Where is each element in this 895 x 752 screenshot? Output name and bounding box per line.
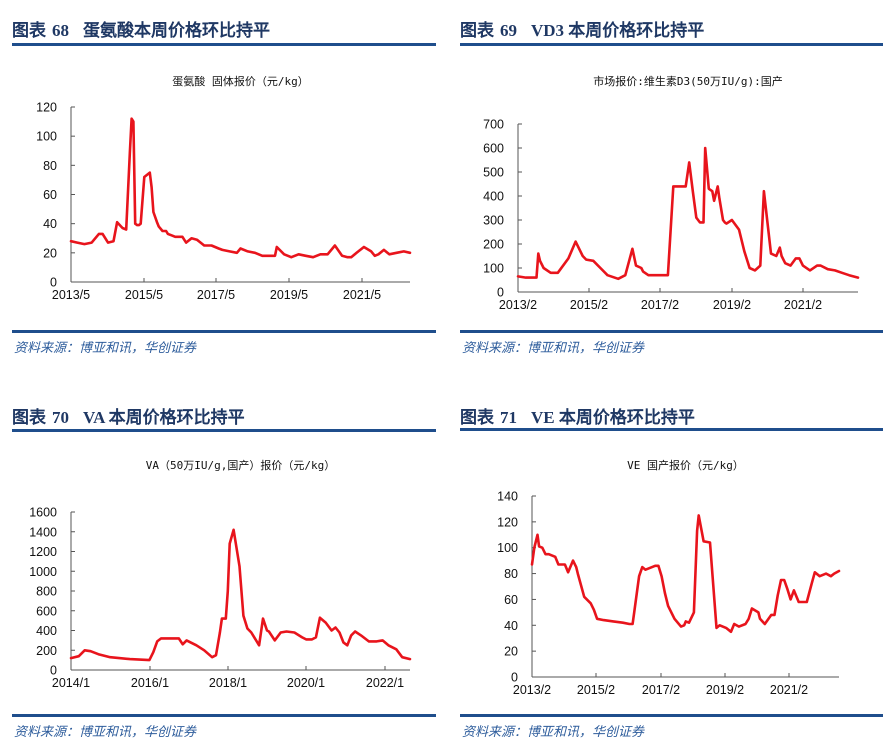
y-tick-label: 80 <box>504 567 518 581</box>
title-divider <box>12 43 436 46</box>
y-tick-label: 20 <box>504 645 518 659</box>
y-tick-label: 500 <box>483 166 504 180</box>
chart-title: VA（50万IU/g,国产）报价（元/kg） <box>145 459 336 472</box>
title-divider <box>460 428 883 431</box>
source-note: 资料来源：博亚和讯，华创证券 <box>14 340 197 355</box>
y-tick-label: 0 <box>511 671 518 685</box>
y-tick-label: 40 <box>504 619 518 633</box>
source-note: 资料来源：博亚和讯，华创证券 <box>14 724 197 739</box>
x-tick-label: 2016/1 <box>131 676 169 690</box>
x-tick-label: 2014/1 <box>52 676 90 690</box>
figure-number: 71 <box>500 408 517 427</box>
title-divider <box>460 43 883 46</box>
y-tick-label: 0 <box>497 286 504 300</box>
figure-label: 图表 <box>460 408 494 427</box>
chart-title: 蛋氨酸 固体报价（元/kg） <box>172 75 309 88</box>
figure-caption: VD3 本周价格环比持平 <box>531 21 705 40</box>
source-divider <box>12 330 436 333</box>
y-tick-label: 1400 <box>29 525 57 539</box>
y-tick-label: 120 <box>497 515 518 529</box>
figure-caption: VA 本周价格环比持平 <box>83 408 245 427</box>
y-tick-label: 100 <box>36 130 57 144</box>
x-tick-label: 2019/2 <box>713 298 751 312</box>
x-tick-label: 2015/2 <box>577 683 615 697</box>
series-line-VD3 <box>516 146 860 281</box>
chart-title: 市场报价:维生素D3(50万IU/g):国产 <box>593 75 783 88</box>
y-tick-label: 60 <box>504 593 518 607</box>
y-tick-label: 0 <box>50 664 57 678</box>
x-tick-label: 2019/2 <box>706 683 744 697</box>
chart-title: VE 国产报价（元/kg） <box>627 459 744 472</box>
y-tick-label: 400 <box>483 190 504 204</box>
figure-caption: VE 本周价格环比持平 <box>531 408 695 427</box>
figure-number: 70 <box>52 408 69 427</box>
source-divider <box>460 330 883 333</box>
source-note: 资料来源：博亚和讯，华创证券 <box>462 340 645 355</box>
figure-label: 图表 <box>12 408 46 427</box>
x-tick-label: 2015/5 <box>125 288 163 302</box>
y-tick-label: 0 <box>50 276 57 290</box>
x-tick-label: 2019/5 <box>270 288 308 302</box>
x-tick-label: 2017/5 <box>197 288 235 302</box>
y-tick-label: 700 <box>483 118 504 132</box>
y-tick-label: 200 <box>483 238 504 252</box>
x-tick-label: 2017/2 <box>641 298 679 312</box>
y-tick-label: 100 <box>483 262 504 276</box>
x-tick-label: 2017/2 <box>642 683 680 697</box>
title-divider <box>12 429 436 432</box>
x-tick-label: 2013/2 <box>513 683 551 697</box>
figure-label: 图表 <box>460 21 494 40</box>
y-tick-label: 1000 <box>29 565 57 579</box>
figure-label: 图表 <box>12 21 46 40</box>
x-tick-label: 2015/2 <box>570 298 608 312</box>
series-line-VA <box>69 528 412 662</box>
y-tick-label: 600 <box>36 604 57 618</box>
x-tick-label: 2018/1 <box>209 676 247 690</box>
series-line-VE <box>530 514 841 634</box>
y-tick-label: 120 <box>36 101 57 115</box>
x-tick-label: 2021/5 <box>343 288 381 302</box>
y-tick-label: 100 <box>497 541 518 555</box>
y-tick-label: 300 <box>483 214 504 228</box>
figure-title: 图表 69 VD3 本周价格环比持平 <box>460 16 704 41</box>
source-divider <box>460 714 883 717</box>
figure-number: 69 <box>500 21 517 40</box>
y-tick-label: 1200 <box>29 545 57 559</box>
y-tick-label: 400 <box>36 624 57 638</box>
x-tick-label: 2021/2 <box>784 298 822 312</box>
x-tick-label: 2021/2 <box>770 683 808 697</box>
x-tick-label: 2013/2 <box>499 298 537 312</box>
y-tick-label: 200 <box>36 644 57 658</box>
y-tick-label: 800 <box>36 585 57 599</box>
y-tick-label: 20 <box>43 246 57 260</box>
source-note: 资料来源：博亚和讯，华创证券 <box>462 724 645 739</box>
y-tick-label: 40 <box>43 217 57 231</box>
figure-title: 图表 68 蛋氨酸本周价格环比持平 <box>12 16 270 41</box>
y-tick-label: 60 <box>43 188 57 202</box>
figure-caption: 蛋氨酸本周价格环比持平 <box>83 21 270 40</box>
source-divider <box>12 714 436 717</box>
x-tick-label: 2020/1 <box>287 676 325 690</box>
figure-title: 图表 70 VA 本周价格环比持平 <box>12 403 245 428</box>
y-tick-label: 140 <box>497 490 518 504</box>
y-tick-label: 80 <box>43 159 57 173</box>
x-tick-label: 2022/1 <box>366 676 404 690</box>
series-line-蛋氨酸 <box>69 117 412 259</box>
figure-title: 图表 71 VE 本周价格环比持平 <box>460 403 695 428</box>
x-tick-label: 2013/5 <box>52 288 90 302</box>
figure-number: 68 <box>52 21 69 40</box>
y-tick-label: 600 <box>483 142 504 156</box>
y-tick-label: 1600 <box>29 506 57 520</box>
